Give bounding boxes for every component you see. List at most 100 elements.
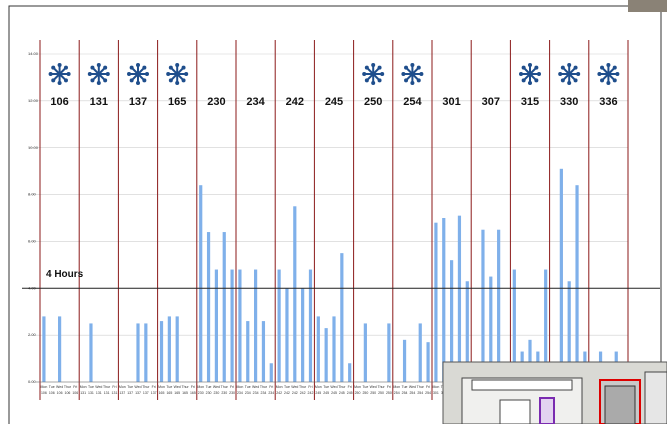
room-label: 245 [315,391,321,395]
room-label: 106 [41,391,47,395]
flag-dot [574,66,578,70]
flag-dot [136,63,140,67]
bar [426,342,429,382]
group-label: 242 [286,96,304,108]
y-tick-label: 14.00 [28,51,39,56]
flag-dot [127,72,131,76]
flag-dot [613,66,617,70]
flag-dot [175,81,179,85]
bar [340,253,343,382]
room-label: 106 [65,391,71,395]
flag-dot [404,66,408,70]
room-label: 234 [237,391,243,395]
room-label: 131 [88,391,94,395]
flag-dot [175,63,179,67]
photo-fragment [628,0,667,12]
flag-dot [90,66,94,70]
day-label: Fri [387,385,391,389]
room-label: 234 [245,391,251,395]
room-label: 165 [182,391,188,395]
group-label: 137 [129,96,147,108]
bar [325,328,328,382]
day-label: Wed [134,385,141,389]
room-label: 245 [339,391,345,395]
day-label: Fri [112,385,116,389]
flag-dot [130,78,134,82]
bar [262,321,265,382]
flag-dot [97,63,101,67]
room-label: 234 [261,391,267,395]
bar [58,316,61,382]
y-tick-label: 12.00 [28,98,39,103]
room-label: 242 [284,391,290,395]
room-label: 234 [268,391,274,395]
day-label: Tue [284,385,290,389]
room-label: 230 [221,391,227,395]
room-label: 165 [166,391,172,395]
day-label: Mon [80,385,87,389]
bar [42,316,45,382]
day-label: Tue [127,385,133,389]
day-label: Mon [237,385,244,389]
bar [317,316,320,382]
flag-dot [597,72,601,76]
room-label: 245 [331,391,337,395]
room-label: 254 [409,391,415,395]
room-label: 250 [378,391,384,395]
room-label: 131 [112,391,118,395]
flag-dot [528,81,532,85]
bar [199,185,202,382]
bar [278,270,281,382]
flag-dot [88,72,92,76]
day-label: Thur [64,385,72,389]
day-label: Wed [370,385,377,389]
group-label: 330 [560,96,578,108]
day-label: Mon [315,385,322,389]
day-label: Fri [73,385,77,389]
room-label: 250 [386,391,392,395]
bar [144,323,147,382]
flag-icon [519,63,541,85]
day-label: Mon [158,385,165,389]
day-label: Tue [166,385,172,389]
room-label: 165 [174,391,180,395]
flag-dot [522,66,526,70]
day-label: Thur [142,385,150,389]
flag-dot [600,66,604,70]
flag-dot [534,66,538,70]
day-label: Wed [174,385,181,389]
group-label: 230 [207,96,225,108]
day-label: Tue [88,385,94,389]
flag-dot [561,78,565,82]
room-label: 106 [49,391,55,395]
flag-dot [169,78,173,82]
room-label: 165 [159,391,165,395]
bar [246,321,249,382]
flag-dot [145,72,149,76]
flag-dot [51,78,55,82]
room-label: 131 [96,391,102,395]
room-label: 230 [213,391,219,395]
room-label: 254 [402,391,408,395]
bar [168,316,171,382]
bar [458,216,461,382]
flag-dot [567,63,571,67]
room-label: 137 [119,391,125,395]
bar [176,316,179,382]
group-label: 131 [90,96,108,108]
flag-dot [380,72,384,76]
flag-dot [130,66,134,70]
flag-dot [142,78,146,82]
room-label: 250 [355,391,361,395]
bar [223,232,226,382]
flag-dot [64,78,68,82]
flag-dot [103,78,107,82]
flag-dot [106,72,110,76]
group-label: 301 [442,96,460,108]
day-label: Tue [206,385,212,389]
day-label: Thur [338,385,346,389]
flag-icon [88,63,110,85]
bar [403,340,406,382]
flag-dot [51,66,55,70]
bar [89,323,92,382]
